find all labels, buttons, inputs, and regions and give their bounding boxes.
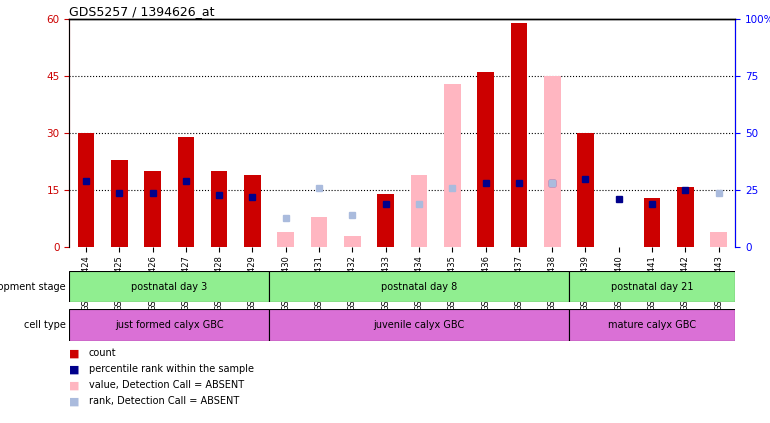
Bar: [344, 236, 360, 247]
Text: development stage: development stage: [0, 282, 66, 291]
Text: cell type: cell type: [24, 320, 66, 330]
Text: just formed calyx GBC: just formed calyx GBC: [115, 320, 223, 330]
Bar: [677, 187, 694, 247]
Text: rank, Detection Call = ABSENT: rank, Detection Call = ABSENT: [89, 396, 239, 407]
Bar: [144, 171, 161, 247]
Text: ■: ■: [69, 396, 80, 407]
Text: count: count: [89, 348, 116, 358]
Text: GDS5257 / 1394626_at: GDS5257 / 1394626_at: [69, 5, 215, 18]
Bar: [311, 217, 327, 247]
Bar: [69, 309, 270, 341]
Bar: [277, 232, 294, 247]
Text: postnatal day 3: postnatal day 3: [131, 282, 207, 291]
Bar: [569, 271, 735, 302]
Text: postnatal day 8: postnatal day 8: [381, 282, 457, 291]
Bar: [377, 194, 394, 247]
Bar: [69, 271, 270, 302]
Bar: [270, 271, 569, 302]
Text: value, Detection Call = ABSENT: value, Detection Call = ABSENT: [89, 380, 243, 390]
Text: mature calyx GBC: mature calyx GBC: [608, 320, 696, 330]
Text: postnatal day 21: postnatal day 21: [611, 282, 693, 291]
Bar: [444, 84, 460, 247]
Text: percentile rank within the sample: percentile rank within the sample: [89, 364, 253, 374]
Text: ■: ■: [69, 348, 80, 358]
Bar: [410, 175, 427, 247]
Bar: [244, 175, 261, 247]
Text: juvenile calyx GBC: juvenile calyx GBC: [373, 320, 464, 330]
Bar: [569, 309, 735, 341]
Bar: [211, 171, 227, 247]
Bar: [578, 133, 594, 247]
Bar: [111, 160, 128, 247]
Bar: [270, 309, 569, 341]
Text: ■: ■: [69, 364, 80, 374]
Bar: [711, 232, 727, 247]
Bar: [544, 76, 561, 247]
Bar: [477, 72, 494, 247]
Bar: [78, 133, 94, 247]
Text: ■: ■: [69, 380, 80, 390]
Bar: [178, 137, 194, 247]
Bar: [644, 198, 661, 247]
Bar: [511, 23, 527, 247]
